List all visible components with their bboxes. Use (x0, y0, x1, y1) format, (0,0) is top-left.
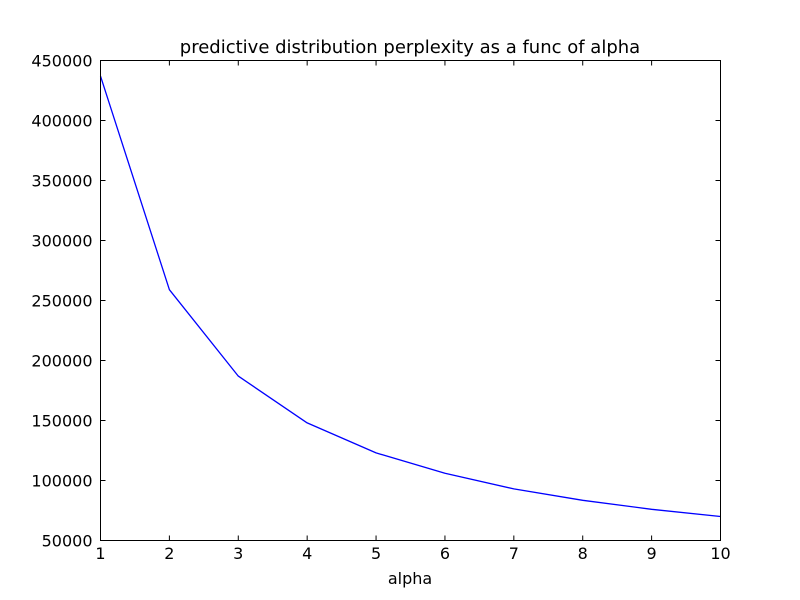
x-tick-label: 10 (710, 544, 730, 563)
x-axis-label: alpha (388, 569, 432, 588)
chart-title: predictive distribution perplexity as a … (180, 37, 640, 58)
y-tick-label: 450000 (31, 52, 92, 71)
y-tick-label: 50000 (42, 532, 93, 551)
x-tick-label: 7 (509, 544, 519, 563)
x-axis-ticks: 1 2 3 4 5 6 7 8 9 10 (95, 60, 731, 563)
y-tick-label: 250000 (31, 292, 92, 311)
y-tick-label: 350000 (31, 172, 92, 191)
series-layer (99, 75, 721, 518)
series-line (99, 75, 721, 518)
y-tick-label: 150000 (31, 412, 92, 431)
plot-frame (100, 60, 721, 541)
x-tick-label: 3 (233, 544, 243, 563)
x-tick-label: 6 (440, 544, 450, 563)
x-tick-label: 1 (95, 544, 105, 563)
y-tick-label: 200000 (31, 352, 92, 371)
y-tick-label: 300000 (31, 232, 92, 251)
x-tick-label: 2 (164, 544, 174, 563)
y-tick-label: 100000 (31, 472, 92, 491)
x-tick-label: 9 (647, 544, 657, 563)
y-tick-label: 400000 (31, 112, 92, 131)
x-tick-label: 4 (302, 544, 312, 563)
x-tick-label: 8 (578, 544, 588, 563)
y-axis-ticks: 50000 100000 150000 200000 250000 300000 35000… (31, 52, 721, 551)
x-tick-label: 5 (371, 544, 381, 563)
